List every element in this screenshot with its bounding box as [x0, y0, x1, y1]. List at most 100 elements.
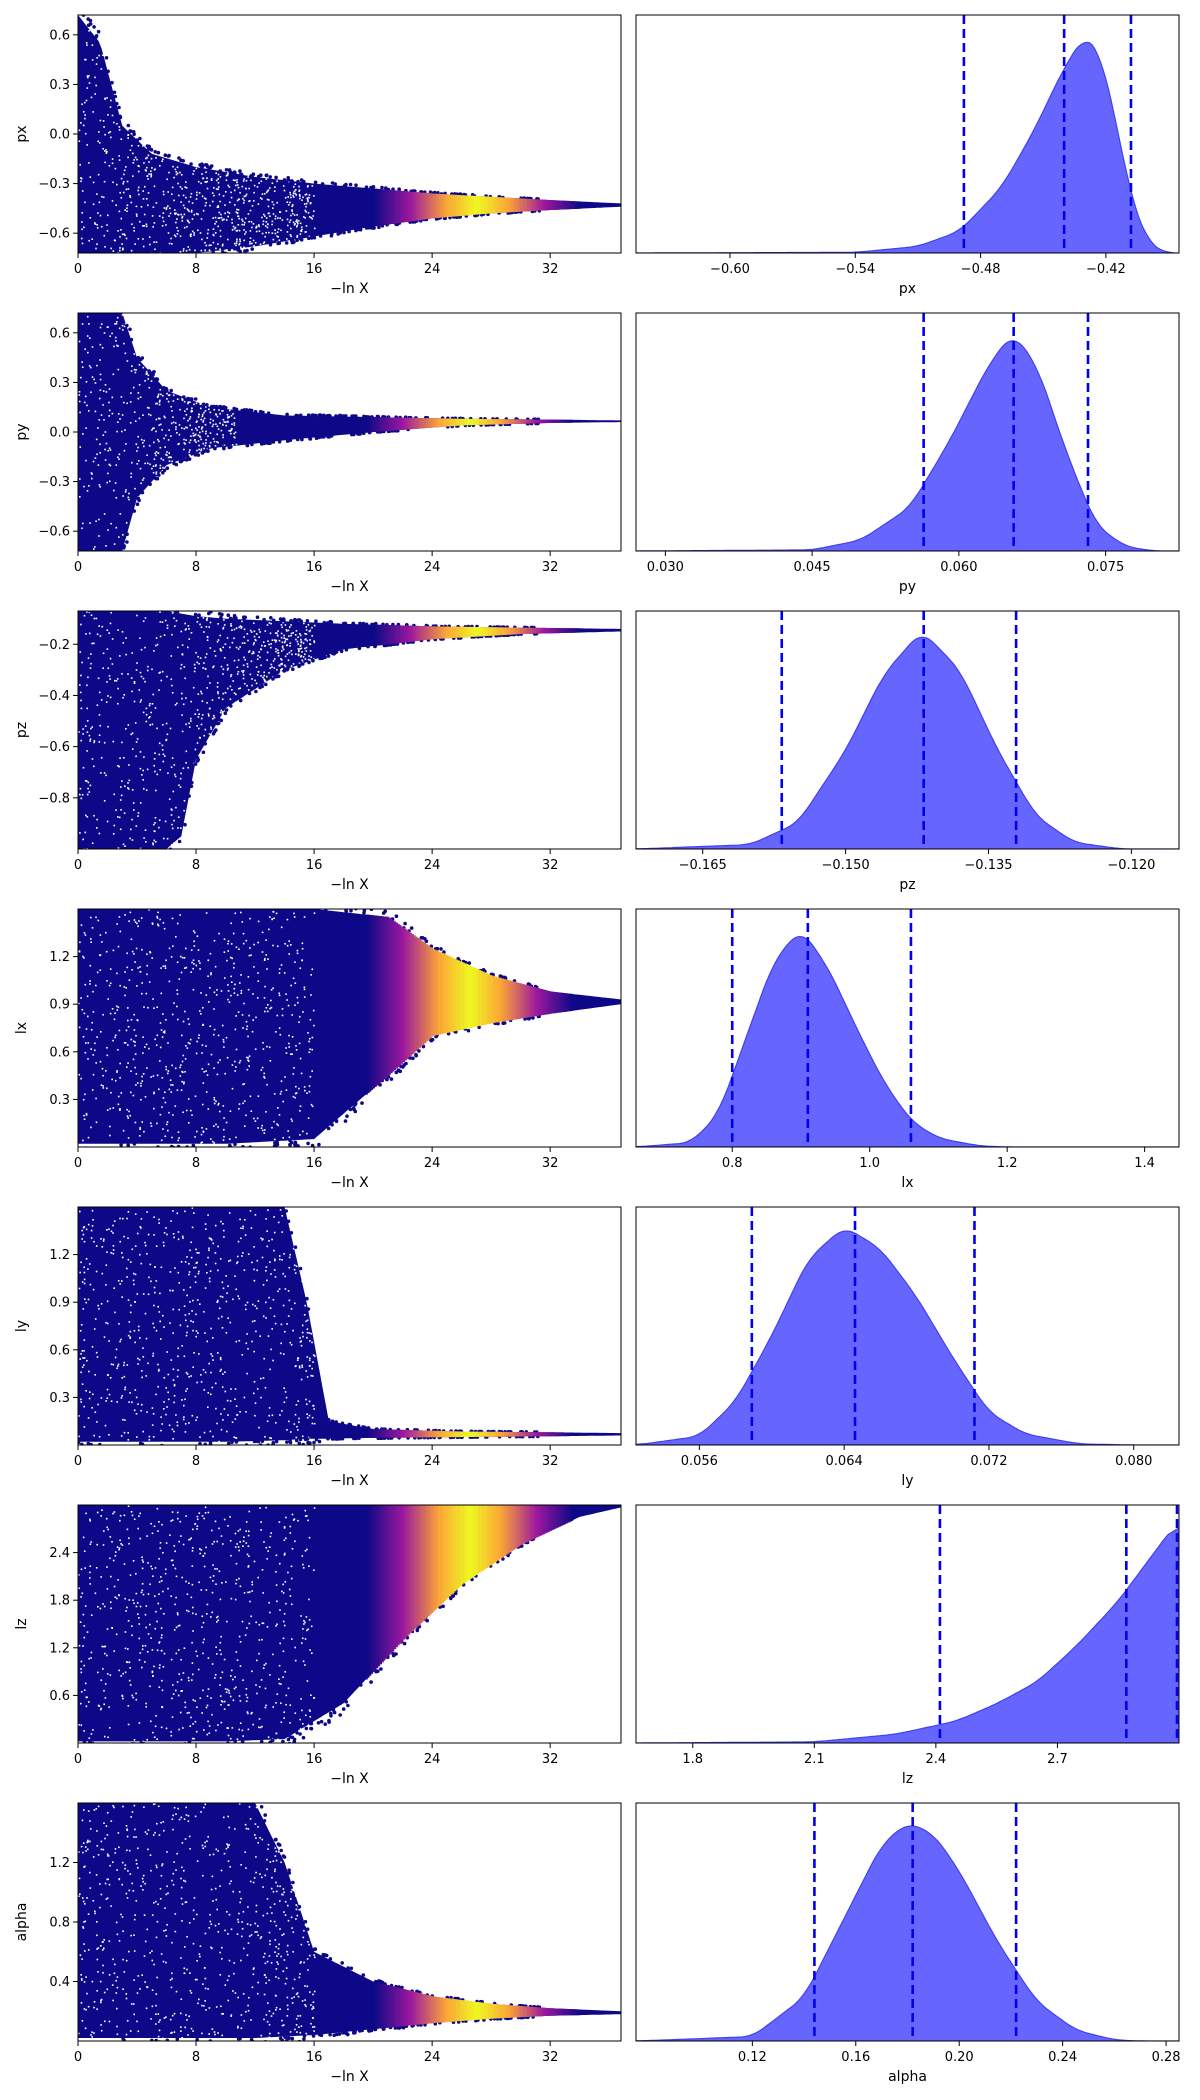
trace-gap	[171, 917, 174, 920]
trace-gap	[168, 171, 170, 174]
trace-gap	[183, 400, 186, 403]
trace-gap	[90, 727, 92, 730]
trace-weight-band	[408, 931, 411, 1058]
trace-gap	[246, 1068, 249, 1071]
trace-gap	[82, 522, 84, 525]
trace-gap	[259, 243, 262, 246]
trace-gap	[301, 959, 303, 961]
trace-gap	[126, 1108, 128, 1111]
trace-gap	[219, 1258, 222, 1260]
trace-gap	[81, 1366, 84, 1368]
trace-gap	[228, 429, 230, 432]
trace-gap	[137, 1363, 139, 1365]
trace-gap	[100, 1303, 103, 1305]
trace-gap	[84, 1093, 86, 1096]
trace-point	[156, 1151, 160, 1155]
trace-point	[91, 308, 95, 312]
trace-gap	[189, 1038, 192, 1041]
trace-point	[262, 617, 266, 622]
trace-gap	[80, 237, 83, 240]
trace-gap	[279, 1209, 282, 1211]
trace-point	[274, 175, 278, 180]
trace-gap	[292, 221, 295, 224]
trace-point	[293, 1142, 297, 1147]
trace-gap	[83, 1364, 85, 1366]
trace-point	[334, 414, 338, 418]
trace-gap	[140, 1218, 143, 1220]
trace-gap	[204, 668, 207, 670]
trace-gap	[201, 173, 203, 175]
trace-weight-band	[505, 197, 508, 213]
trace-weight-band	[542, 989, 545, 1015]
trace-point	[109, 849, 113, 853]
trace-gap	[235, 1437, 238, 1439]
trace-gap	[119, 247, 121, 249]
trace-point	[170, 602, 174, 606]
trace-point	[403, 921, 407, 926]
trace-weight-band	[472, 966, 475, 1028]
trace-gap	[182, 703, 185, 706]
trace-gap	[263, 213, 265, 216]
trace-gap	[308, 235, 310, 238]
trace-point	[340, 902, 344, 906]
trace-point	[131, 898, 135, 902]
trace-weight-band	[380, 189, 383, 226]
trace-gap	[222, 1139, 225, 1141]
trace-point	[314, 1437, 319, 1442]
trace-gap	[87, 351, 89, 354]
trace-gap	[246, 633, 249, 635]
trace-gap	[162, 220, 165, 223]
trace-weight-band	[443, 194, 446, 218]
trace-gap	[146, 964, 148, 967]
trace-gap	[303, 203, 306, 205]
trace-gap	[206, 619, 208, 621]
trace-gap	[172, 165, 174, 168]
trace-gap	[196, 935, 199, 937]
trace-gap	[204, 728, 207, 731]
trace-gap	[256, 1259, 259, 1262]
trace-gap	[144, 380, 146, 382]
trace-gap	[257, 203, 260, 205]
trace-gap	[98, 142, 101, 144]
trace-point	[232, 900, 236, 904]
trace-point	[271, 677, 275, 681]
trace-gap	[305, 633, 308, 635]
trace-gap	[116, 972, 118, 975]
trace-weight-band	[395, 922, 398, 1069]
trace-gap	[108, 165, 111, 167]
trace-gap	[217, 1299, 219, 1302]
trace-weight-band	[422, 418, 425, 429]
trace-gap	[309, 643, 312, 645]
trace-gap	[215, 1123, 217, 1126]
trace-gap	[158, 403, 161, 406]
trace-point	[250, 247, 254, 251]
trace-point	[223, 711, 228, 715]
trace-gap	[147, 665, 149, 668]
x-tick-label: 24	[424, 1156, 441, 1171]
trace-gap	[80, 1324, 83, 1326]
trace-gap	[238, 687, 240, 690]
trace-gap	[102, 404, 104, 406]
trace-gap	[296, 236, 298, 238]
trace-point	[353, 1103, 357, 1107]
trace-gap	[123, 1235, 125, 1238]
trace-gap	[159, 621, 162, 623]
trace-weight-band	[528, 419, 531, 424]
trace-gap	[248, 187, 250, 190]
trace-gap	[233, 692, 236, 694]
trace-gap	[308, 1365, 311, 1367]
trace-gap	[219, 648, 222, 650]
trace-gap	[281, 219, 284, 221]
trace-gap	[290, 984, 292, 987]
trace-gap	[153, 427, 155, 429]
trace-gap	[285, 1047, 287, 1049]
trace-gap	[288, 1034, 290, 1037]
trace-point	[90, 899, 94, 903]
trace-point	[161, 897, 165, 901]
trace-gap	[122, 247, 124, 250]
trace-gap	[309, 639, 311, 641]
trace-gap	[121, 243, 123, 245]
trace-gap	[140, 1098, 142, 1101]
trace-gap	[273, 190, 276, 192]
trace-weight-band	[447, 418, 450, 427]
